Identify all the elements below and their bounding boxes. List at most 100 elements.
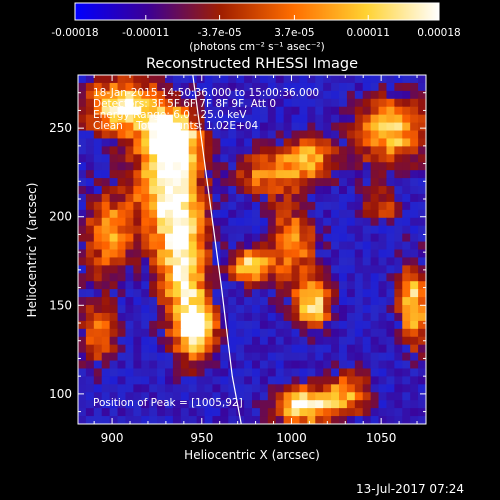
- heatmap-cell: [93, 408, 103, 417]
- heatmap-cell: [212, 90, 221, 100]
- heatmap-cell: [354, 225, 364, 235]
- heatmap-cell: [220, 392, 229, 401]
- heatmap-cell: [212, 122, 221, 132]
- heatmap-cell: [283, 376, 293, 385]
- heatmap-cell: [386, 241, 395, 251]
- heatmap-cell: [204, 193, 214, 203]
- heatmap-cell: [78, 305, 87, 314]
- heatmap-cell: [141, 352, 150, 362]
- heatmap-cell: [85, 217, 95, 227]
- heatmap-cell: [275, 408, 285, 417]
- heatmap-cell: [220, 82, 229, 92]
- heatmap-cell: [165, 75, 174, 84]
- heatmap-cell: [275, 360, 285, 370]
- heatmap-cell: [204, 122, 214, 132]
- heatmap-cell: [283, 170, 293, 179]
- heatmap-cell: [370, 273, 380, 282]
- heatmap-cell: [188, 209, 198, 219]
- heatmap-cell: [370, 416, 380, 424]
- annotation-line-4: Clean Total counts: 1.02E+04: [93, 120, 259, 132]
- heatmap-cell: [291, 178, 301, 187]
- heatmap-cell: [125, 217, 134, 227]
- heatmap-cell: [196, 336, 206, 346]
- heatmap-cell: [196, 392, 206, 401]
- heatmap-cell: [117, 392, 127, 401]
- heatmap-cell: [157, 408, 166, 417]
- heatmap-cell: [402, 344, 411, 354]
- heatmap-cell: [331, 162, 340, 171]
- heatmap-cell: [141, 297, 150, 306]
- heatmap-cell: [402, 146, 411, 155]
- heatmap-cell: [204, 384, 214, 393]
- heatmap-cell: [323, 233, 332, 243]
- heatmap-cell: [93, 360, 103, 370]
- heatmap-cell: [149, 360, 158, 370]
- heatmap-cell: [165, 384, 174, 393]
- heatmap-cell: [149, 162, 158, 171]
- heatmap-cell: [228, 297, 237, 306]
- heatmap-cell: [307, 273, 316, 282]
- heatmap-cell: [172, 352, 182, 362]
- heatmap-cell: [402, 392, 411, 401]
- heatmap-cell: [188, 305, 198, 314]
- heatmap-cell: [252, 225, 261, 235]
- heatmap-cell: [259, 257, 269, 266]
- heatmap-cell: [418, 328, 426, 338]
- heatmap-cell: [315, 416, 324, 424]
- heatmap-cell: [267, 90, 277, 100]
- heatmap-cell: [418, 408, 426, 417]
- heatmap-cell: [378, 273, 388, 282]
- heatmap-cell: [165, 114, 174, 124]
- heatmap-cell: [283, 352, 293, 362]
- heatmap-cell: [252, 90, 261, 100]
- heatmap-cell: [172, 281, 182, 290]
- heatmap-cell: [212, 82, 221, 92]
- heatmap-cell: [259, 344, 269, 354]
- heatmap-cell: [346, 352, 356, 362]
- heatmap-cell: [125, 289, 134, 298]
- heatmap-cell: [267, 368, 277, 378]
- heatmap-cell: [386, 106, 395, 116]
- heatmap-cell: [212, 368, 221, 378]
- heatmap-cell: [117, 75, 127, 84]
- heatmap-cell: [141, 154, 150, 163]
- heatmap-cell: [196, 122, 206, 132]
- heatmap-cell: [267, 257, 277, 266]
- heatmap-cell: [141, 384, 150, 393]
- heatmap-cell: [188, 162, 198, 171]
- heatmap-cell: [101, 384, 111, 393]
- heatmap-cell: [402, 408, 411, 417]
- heatmap-cell: [346, 122, 356, 132]
- heatmap-cell: [362, 186, 372, 195]
- heatmap-cell: [362, 368, 372, 378]
- heatmap-cell: [188, 273, 198, 282]
- heatmap-cell: [93, 297, 103, 306]
- heatmap-cell: [133, 75, 142, 84]
- heatmap-cell: [125, 352, 134, 362]
- heatmap-cell: [117, 289, 127, 298]
- heatmap-cell: [259, 281, 269, 290]
- heatmap-cell: [236, 305, 245, 314]
- heatmap-cell: [125, 360, 134, 370]
- heatmap-cell: [331, 328, 340, 338]
- heatmap-cell: [93, 320, 103, 330]
- heatmap-cell: [283, 416, 293, 424]
- heatmap-cell: [244, 75, 253, 84]
- heatmap-cell: [315, 217, 324, 227]
- heatmap-cell: [386, 281, 395, 290]
- heatmap-cell: [141, 170, 150, 179]
- heatmap-cell: [275, 75, 285, 84]
- heatmap-cell: [236, 154, 245, 163]
- heatmap-cell: [93, 82, 103, 92]
- heatmap-cell: [299, 186, 308, 195]
- heatmap-cell: [315, 122, 324, 132]
- x-axis-ticks: [93, 75, 418, 424]
- heatmap-cell: [378, 400, 388, 409]
- heatmap-cell: [236, 281, 245, 290]
- heatmap-cell: [188, 138, 198, 147]
- heatmap-cell: [291, 138, 301, 147]
- heatmap-cell: [370, 114, 380, 124]
- heatmap-cell: [244, 312, 253, 322]
- heatmap-cell: [220, 265, 229, 274]
- heatmap-cell: [188, 98, 198, 108]
